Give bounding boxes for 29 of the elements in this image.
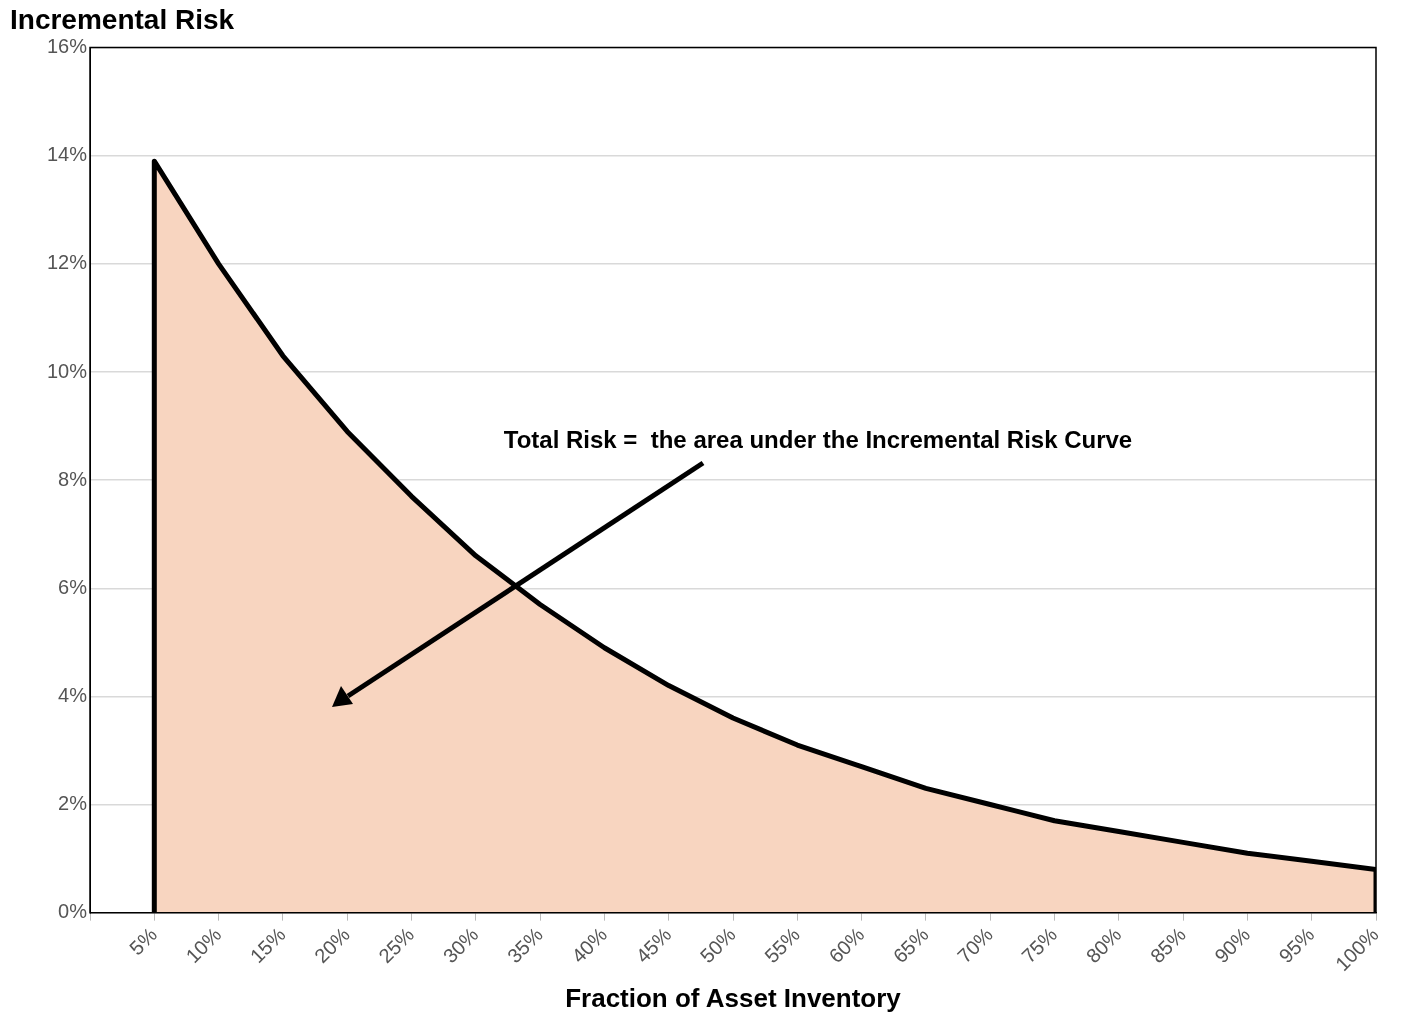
x-tick-label: 60% bbox=[824, 923, 869, 968]
y-tick-label: 0% bbox=[58, 900, 88, 923]
y-tick-label: 10% bbox=[46, 359, 88, 382]
y-tick-label: 14% bbox=[46, 143, 88, 166]
annotation: Total Risk = the area under the Incremental Risk Curve bbox=[503, 425, 1133, 453]
x-tick-label: 90% bbox=[1210, 923, 1255, 968]
chart-title: Incremental Risk bbox=[10, 3, 235, 35]
y-tick-label: 16% bbox=[46, 35, 88, 58]
x-tick-label: 35% bbox=[502, 923, 547, 968]
y-tick-label: 8% bbox=[58, 467, 88, 490]
x-tick-label: 80% bbox=[1081, 923, 1126, 968]
x-tick-label: 85% bbox=[1145, 923, 1190, 968]
x-tick-label: 10% bbox=[181, 923, 226, 968]
x-tick-label: 30% bbox=[438, 923, 483, 968]
x-axis-title: Fraction of Asset Inventory bbox=[565, 982, 902, 1013]
x-tick-label: 50% bbox=[695, 923, 740, 968]
x-tick-label: 40% bbox=[567, 923, 612, 968]
x-tick-label: 75% bbox=[1017, 923, 1062, 968]
x-tick-label: 65% bbox=[888, 923, 933, 968]
x-tick-label: 45% bbox=[631, 923, 676, 968]
x-tick-label: 70% bbox=[953, 923, 998, 968]
y-tick-label: 12% bbox=[46, 251, 88, 274]
y-tick-label: 6% bbox=[58, 575, 88, 598]
x-tick-label: 95% bbox=[1274, 923, 1319, 968]
x-tick-label: 55% bbox=[760, 923, 805, 968]
x-tick-label: 15% bbox=[245, 923, 290, 968]
y-tick-label: 2% bbox=[58, 792, 88, 815]
y-tick-label: 4% bbox=[58, 683, 88, 706]
x-tick-label: 5% bbox=[125, 923, 162, 960]
